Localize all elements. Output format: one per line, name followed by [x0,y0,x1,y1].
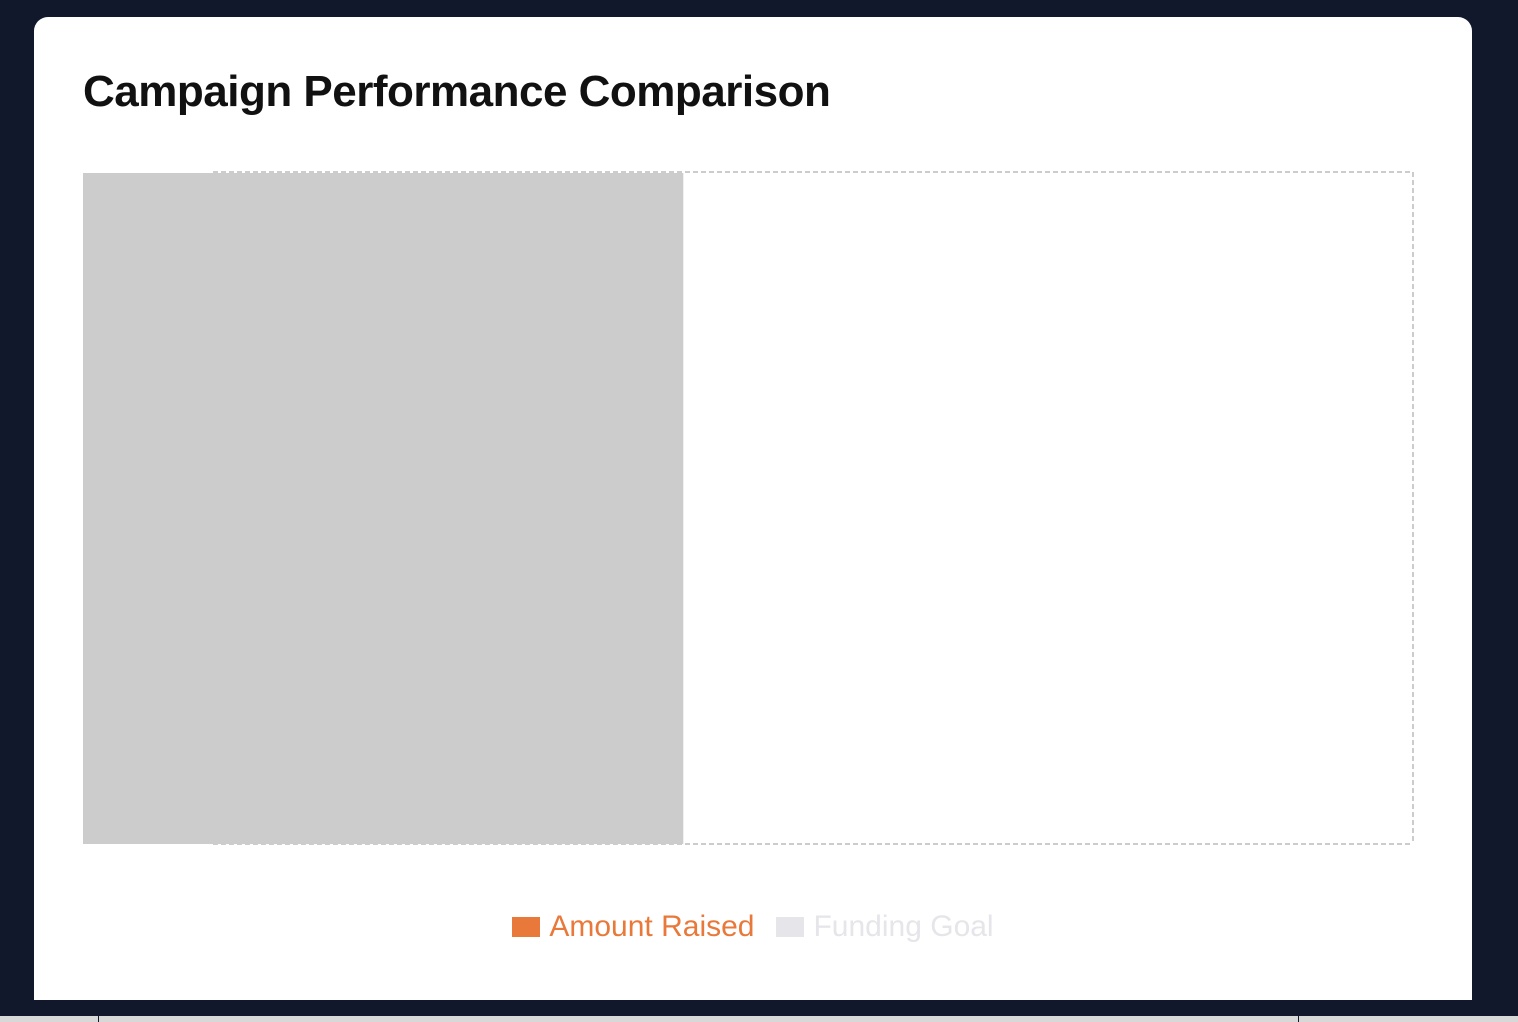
chart-plot [83,171,1414,845]
legend-swatch-funding-goal [776,917,805,937]
bottom-tab-middle [99,1016,1298,1022]
bottom-tab-left [0,1016,98,1022]
legend-swatch-amount-raised [512,917,541,937]
chart-card: Campaign Performance Comparison Amount R… [34,17,1472,1000]
legend-label-funding-goal: Funding Goal [813,910,994,943]
chart-placeholder-area [83,173,684,844]
legend-label-amount-raised: Amount Raised [549,910,755,943]
bottom-tab-right [1299,1016,1518,1022]
chart-title: Campaign Performance Comparison [83,67,831,116]
legend-item-amount-raised[interactable]: Amount Raised [512,910,754,944]
chart-legend: Amount Raised Funding Goal [34,910,1472,944]
legend-item-funding-goal[interactable]: Funding Goal [776,910,994,944]
